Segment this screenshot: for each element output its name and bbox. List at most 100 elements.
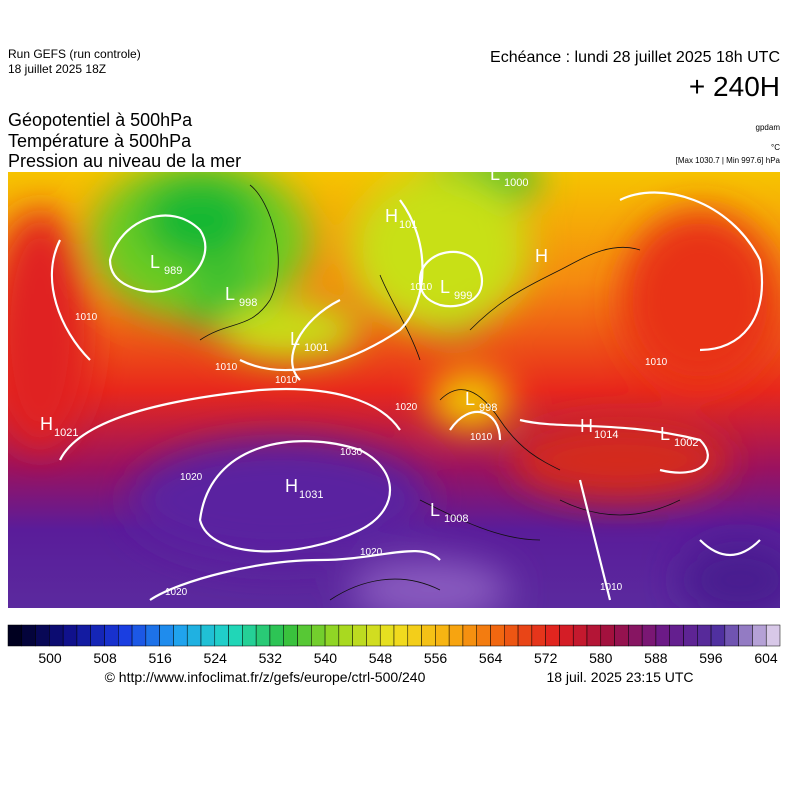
echeance: Echéance : lundi 28 juillet 2025 18h UTC bbox=[490, 49, 780, 66]
colorbar-cell bbox=[517, 624, 533, 647]
pressure-value: 989 bbox=[164, 265, 182, 277]
isobar-label: 1010 bbox=[410, 282, 433, 293]
colorbar-cell bbox=[255, 624, 271, 647]
isobar-label: 1010 bbox=[215, 362, 238, 373]
colorbar-cell bbox=[76, 624, 91, 647]
colorbar-cell bbox=[200, 624, 216, 647]
colorbar-cell bbox=[311, 624, 326, 647]
isobar-label: 1010 bbox=[600, 582, 623, 593]
colorbar-cell bbox=[641, 624, 657, 647]
isobar-label: 1030 bbox=[340, 447, 363, 458]
pressure-letter: L bbox=[465, 389, 475, 409]
colorbar-label: 564 bbox=[479, 650, 503, 666]
pressure-value: 998 bbox=[479, 402, 497, 414]
pressure-letter: H bbox=[385, 206, 398, 226]
colorbar-cell bbox=[531, 624, 546, 647]
colorbar-cell bbox=[435, 624, 450, 647]
isobar-label: 1010 bbox=[275, 375, 298, 386]
colorbar-cell bbox=[366, 624, 381, 647]
colorbar-cell bbox=[297, 624, 312, 647]
pressure-value: 1014 bbox=[594, 429, 618, 441]
colorbar-label: 596 bbox=[699, 650, 723, 666]
colorbar-label: 516 bbox=[148, 650, 172, 666]
isobar-label: 1020 bbox=[165, 587, 188, 598]
colorbar-cell bbox=[462, 624, 477, 647]
colorbar-label: 548 bbox=[369, 650, 393, 666]
colorbar-cell bbox=[379, 624, 395, 647]
pressure-value: 1001 bbox=[304, 342, 328, 354]
colorbar-label: 572 bbox=[534, 650, 558, 666]
colorbar-label: 604 bbox=[754, 650, 778, 666]
pressure-value: 1031 bbox=[299, 489, 323, 501]
colorbar-cell bbox=[752, 624, 767, 647]
colorbar-label: 524 bbox=[204, 650, 228, 666]
isobar-label: 1020 bbox=[360, 547, 383, 558]
colorbar-cell bbox=[710, 624, 726, 647]
colorbar-cell bbox=[448, 624, 464, 647]
colorbar-label: 508 bbox=[93, 650, 117, 666]
colorbar-cell bbox=[669, 624, 684, 647]
colorbar-cell bbox=[324, 624, 340, 647]
colorbar-cell bbox=[186, 624, 202, 647]
colorbar-label: 556 bbox=[424, 650, 448, 666]
field: Géopotentiel à 500hPa bbox=[8, 110, 193, 130]
colorbar-cell bbox=[697, 624, 712, 647]
run-date: 18 juillet 2025 18Z bbox=[8, 62, 106, 76]
colorbar-cell bbox=[421, 624, 436, 647]
pressure-value: 999 bbox=[454, 290, 472, 302]
unit: °C bbox=[771, 143, 780, 152]
colorbar-cell bbox=[586, 624, 602, 647]
pressure-value: 1000 bbox=[504, 177, 528, 189]
colorbar-cell bbox=[407, 624, 422, 647]
isobar-label: 1020 bbox=[180, 472, 203, 483]
unit: gpdam bbox=[756, 123, 781, 132]
pressure-letter: L bbox=[660, 424, 670, 444]
pressure-letter: H bbox=[535, 246, 548, 266]
colorbar-cell bbox=[269, 624, 284, 647]
colorbar-cell bbox=[62, 624, 78, 647]
source: © http://www.infoclimat.fr/z/gefs/europe… bbox=[105, 669, 426, 685]
pressure-letter: H bbox=[40, 414, 53, 434]
colorbar-cell bbox=[118, 624, 133, 647]
colorbar-cell bbox=[283, 624, 298, 647]
colorbar-label: 500 bbox=[38, 650, 62, 666]
colorbar: 500 508 516 524 532 540 548 556 564 572 580 588 596 6… bbox=[7, 624, 781, 666]
colorbar-cell bbox=[614, 624, 629, 647]
field: Pression au niveau de la mer bbox=[8, 151, 241, 171]
colorbar-cell bbox=[214, 624, 229, 647]
pressure-letter: H bbox=[580, 416, 593, 436]
colorbar-cell bbox=[476, 624, 491, 647]
colorbar-cell bbox=[490, 624, 505, 647]
pressure-letter: L bbox=[440, 277, 450, 297]
isobar-label: 1010 bbox=[645, 357, 668, 368]
field: Température à 500hPa bbox=[8, 131, 192, 151]
max-min: [Max 1030.7 | Min 997.6] hPa bbox=[676, 156, 781, 165]
pressure-letter: L bbox=[225, 284, 235, 304]
map bbox=[8, 172, 780, 608]
colorbar-cell bbox=[242, 624, 257, 647]
colorbar-cell bbox=[572, 624, 588, 647]
pressure-letter: L bbox=[290, 329, 300, 349]
colorbar-cell bbox=[655, 624, 670, 647]
pressure-letter: L bbox=[490, 164, 500, 184]
colorbar-cell bbox=[7, 624, 23, 647]
pressure-letter: H bbox=[285, 476, 298, 496]
colorbar-cell bbox=[173, 624, 188, 647]
colorbar-cell bbox=[738, 624, 753, 647]
pressure-value: 1008 bbox=[444, 513, 468, 525]
timestamp: 18 juil. 2025 23:15 UTC bbox=[546, 669, 693, 685]
colorbar-cell bbox=[159, 624, 174, 647]
colorbar-cell bbox=[545, 624, 560, 647]
isobar-label: 1010 bbox=[75, 312, 98, 323]
colorbar-cell bbox=[724, 624, 739, 647]
colorbar-cell bbox=[35, 624, 50, 647]
colorbar-cell bbox=[90, 624, 105, 647]
colorbar-cell bbox=[600, 624, 615, 647]
pressure-value: 101 bbox=[399, 219, 417, 231]
colorbar-cell bbox=[49, 624, 64, 647]
colorbar-cell bbox=[504, 624, 519, 647]
colorbar-cell bbox=[765, 624, 781, 647]
pressure-value: 1021 bbox=[54, 427, 78, 439]
colorbar-cell bbox=[352, 624, 367, 647]
